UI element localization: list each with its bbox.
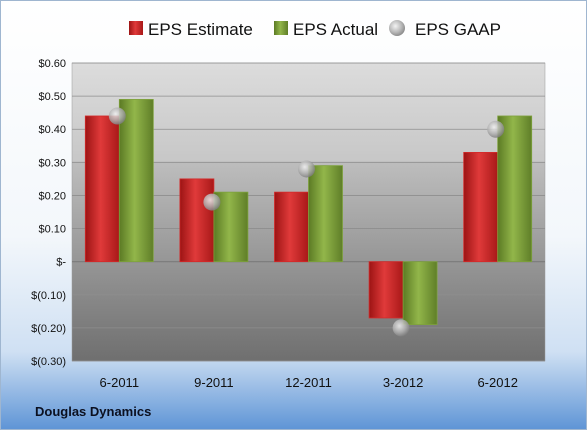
y-axis-ticks: $0.60 $0.50 $0.40 $0.30 $0.20 $0.10 $- $(0.10) $… bbox=[31, 58, 66, 368]
marker-eps-gaap bbox=[108, 107, 126, 125]
legend-item-eps-gaap: EPS GAAP bbox=[389, 20, 501, 39]
gaap-markers bbox=[108, 107, 505, 337]
legend-label-actual: EPS Actual bbox=[293, 20, 378, 39]
y-tick-label: $0.60 bbox=[38, 58, 66, 70]
y-tick-label: $(0.30) bbox=[31, 356, 66, 368]
bar-eps-estimate bbox=[274, 191, 309, 263]
bar-eps-estimate bbox=[84, 115, 120, 263]
legend-swatch-estimate bbox=[129, 21, 143, 35]
y-tick-label: $0.30 bbox=[38, 157, 66, 169]
y-tick-label: $0.50 bbox=[38, 91, 66, 103]
y-tick-label: $(0.20) bbox=[31, 323, 66, 335]
legend-item-eps-actual: EPS Actual bbox=[274, 20, 378, 39]
x-category-label: 6-2011 bbox=[100, 375, 140, 390]
legend-label-gaap: EPS GAAP bbox=[415, 20, 501, 39]
legend-swatch-actual bbox=[274, 21, 288, 35]
marker-eps-gaap bbox=[392, 319, 410, 337]
x-category-label: 6-2012 bbox=[477, 375, 517, 390]
bar-eps-estimate bbox=[179, 178, 215, 263]
bar-eps-actual bbox=[308, 165, 343, 263]
bar-eps-actual bbox=[402, 261, 438, 325]
bar-eps-estimate bbox=[463, 151, 499, 263]
legend: EPS Estimate EPS Actual EPS GAAP bbox=[129, 20, 501, 39]
legend-label-estimate: EPS Estimate bbox=[148, 20, 253, 39]
x-category-label: 12-2011 bbox=[285, 375, 332, 390]
company-label: Douglas Dynamics bbox=[35, 404, 151, 419]
y-tick-label: $0.40 bbox=[38, 124, 66, 136]
marker-eps-gaap bbox=[203, 193, 221, 211]
y-tick-label: $0.10 bbox=[38, 224, 66, 236]
bar-eps-actual bbox=[118, 99, 154, 263]
bar-eps-estimate bbox=[368, 261, 404, 319]
x-axis-categories: 6-2011 9-2011 12-2011 3-2012 6-2012 bbox=[100, 375, 518, 390]
marker-eps-gaap bbox=[487, 120, 505, 138]
x-category-label: 3-2012 bbox=[383, 375, 423, 390]
legend-swatch-gaap bbox=[389, 20, 405, 36]
y-tick-label: $0.20 bbox=[38, 190, 66, 202]
bars bbox=[84, 99, 533, 325]
bar-eps-actual bbox=[497, 115, 533, 263]
legend-item-eps-estimate: EPS Estimate bbox=[129, 20, 253, 39]
y-tick-label: $(0.10) bbox=[31, 290, 66, 302]
x-category-label: 9-2011 bbox=[194, 375, 234, 390]
marker-eps-gaap bbox=[298, 160, 315, 178]
y-tick-label: $- bbox=[56, 257, 66, 269]
